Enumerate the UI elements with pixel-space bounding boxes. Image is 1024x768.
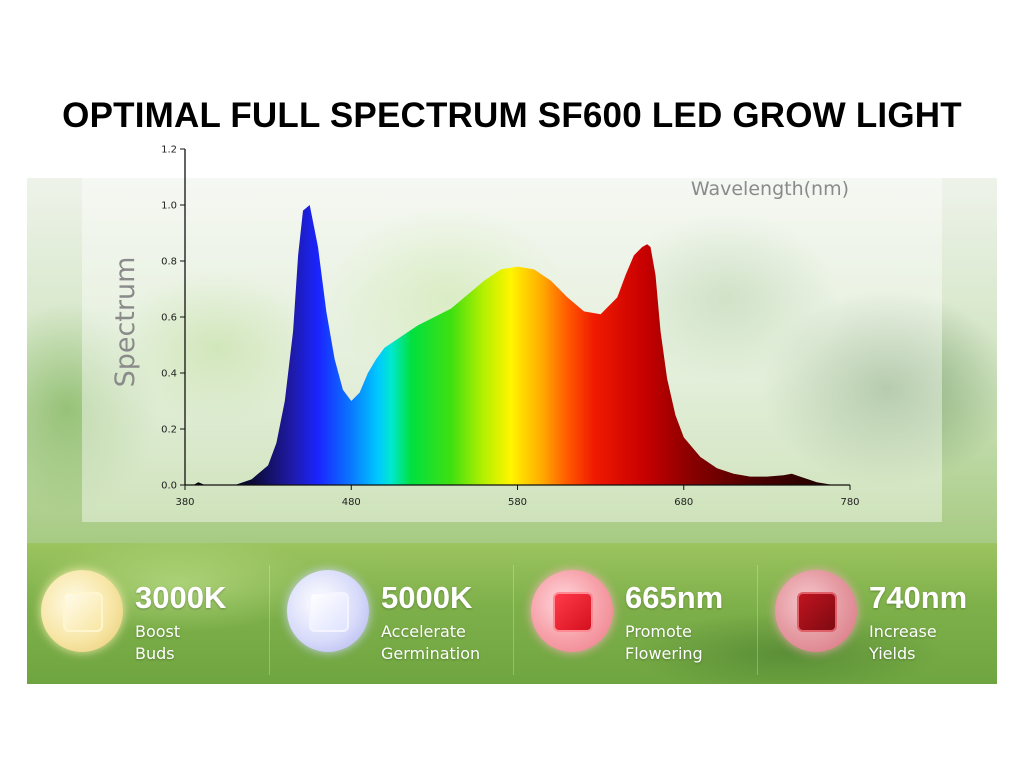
badge-description: Increase Yields (869, 622, 937, 663)
badge-value: 3000K (135, 580, 227, 615)
x-tick-label: 580 (508, 497, 527, 508)
badge-5000k: 5000K Accelerate Germination (273, 555, 513, 675)
warm-white-led-icon (41, 570, 123, 652)
badge-value: 665nm (625, 580, 724, 615)
x-tick-label: 480 (342, 497, 361, 508)
led-chip-shape (63, 592, 103, 632)
badge-divider (757, 565, 758, 675)
far-red-led-icon (775, 570, 857, 652)
y-axis-label: Spectrum (110, 257, 141, 388)
y-tick-label: 0.4 (161, 369, 177, 380)
badge-description: Accelerate Germination (381, 622, 481, 663)
page-title: OPTIMAL FULL SPECTRUM SF600 LED GROW LIG… (62, 96, 962, 135)
red-led-icon (531, 570, 613, 652)
cool-white-led-icon (287, 570, 369, 652)
spectrum-area (185, 205, 850, 485)
badge-description: Boost Buds (135, 622, 181, 663)
badge-665nm: 665nm Promote Flowering (517, 555, 757, 675)
y-tick-label: 1.2 (161, 145, 177, 156)
badge-value: 5000K (381, 580, 473, 615)
x-tick-label: 780 (840, 497, 859, 508)
x-axis-label: Wavelength(nm) (691, 178, 849, 200)
badge-description: Promote Flowering (625, 622, 703, 663)
x-tick-label: 380 (175, 497, 194, 508)
badge-divider (513, 565, 514, 675)
y-tick-label: 0.2 (161, 425, 177, 436)
led-chip-shape (309, 592, 349, 632)
badge-divider (269, 565, 270, 675)
x-tick-label: 680 (674, 497, 693, 508)
badge-value: 740nm (869, 580, 968, 615)
y-tick-label: 0.6 (161, 313, 177, 324)
y-tick-label: 0.0 (161, 481, 177, 492)
badge-740nm: 740nm Increase Yields (761, 555, 1001, 675)
y-tick-label: 0.8 (161, 257, 177, 268)
led-chip-shape (797, 592, 837, 632)
feature-badge-row: 3000K Boost Buds 5000K Accelerate Germin… (27, 555, 997, 675)
badge-3000k: 3000K Boost Buds (27, 555, 267, 675)
spectrum-chart-panel: 0.0 0.2 0.4 0.6 0.8 1.0 1.2 380 480 580 680 780 Wa… (82, 140, 942, 522)
led-chip-shape (553, 592, 593, 632)
y-tick-label: 1.0 (161, 201, 177, 212)
spectrum-chart: 0.0 0.2 0.4 0.6 0.8 1.0 1.2 380 480 580 680 780 Wa… (110, 145, 860, 509)
